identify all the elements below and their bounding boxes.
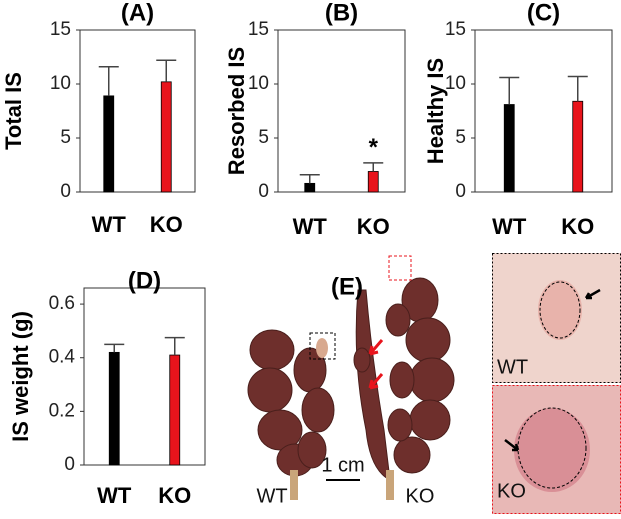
label: WT (497, 356, 528, 378)
y-tick-label: 15 (445, 19, 466, 40)
chart-title: (C) (527, 0, 560, 26)
y-tick-label: 0 (60, 181, 71, 202)
y-tick-label: 0 (258, 181, 269, 202)
x-tick-label: WT (97, 483, 132, 508)
y-tick-label: 0.4 (49, 347, 76, 368)
x-tick-label: WT (293, 214, 328, 239)
bar (572, 100, 584, 193)
x-tick-label: WT (492, 214, 527, 239)
bar (169, 354, 181, 466)
cervix-wt (290, 470, 298, 500)
y-tick-label: 5 (258, 127, 269, 148)
box-ko (388, 255, 412, 281)
box-wt (309, 332, 336, 360)
y-tick-label: 15 (50, 19, 71, 40)
scale-label: 1 cm (321, 454, 364, 476)
bar (108, 351, 120, 466)
bar (160, 81, 172, 193)
uterus-wt (247, 329, 335, 477)
plot-frame (474, 29, 613, 193)
y-tick-label: 10 (248, 73, 269, 94)
arrow (368, 339, 384, 356)
label: WT (256, 485, 287, 507)
arrow (504, 439, 520, 452)
y-axis-label: Resorbed IS (224, 47, 249, 175)
y-tick-label: 0.2 (49, 400, 75, 421)
x-tick-label: KO (158, 483, 191, 508)
bar (304, 182, 316, 193)
plot-frame (83, 287, 206, 466)
chart-title: (A) (121, 0, 154, 26)
chart-title: (B) (325, 0, 358, 26)
x-tick-label: WT (92, 212, 127, 237)
cervix-ko (386, 470, 394, 500)
label: KO (497, 480, 526, 502)
bar (503, 104, 515, 193)
panel-title: (E) (331, 273, 363, 300)
y-tick-label: 0.6 (49, 293, 75, 314)
y-axis-label: Total IS (1, 72, 26, 150)
y-axis-label: IS weight (g) (8, 311, 33, 442)
x-tick-label: KO (150, 212, 183, 237)
bar (367, 171, 379, 193)
plot-frame (79, 29, 196, 193)
bar (103, 95, 115, 193)
inset-ovary (538, 280, 582, 340)
x-tick-label: KO (357, 214, 390, 239)
y-tick-label: 5 (455, 127, 466, 148)
y-tick-label: 0 (455, 181, 466, 202)
y-tick-label: 10 (445, 73, 466, 94)
y-tick-label: 15 (248, 19, 269, 40)
chart-title: (D) (128, 267, 161, 294)
outline (539, 281, 581, 339)
x-tick-label: KO (561, 214, 594, 239)
y-axis-label: Healthy IS (423, 58, 448, 164)
inset-ovary (514, 408, 590, 492)
arrow (584, 288, 601, 300)
y-tick-label: 5 (60, 127, 71, 148)
y-tick-label: 10 (50, 73, 71, 94)
arrow (368, 373, 384, 390)
plot-frame (277, 29, 406, 193)
ovary-wt (316, 338, 328, 358)
y-tick-label: 0 (64, 454, 75, 475)
photo-panel: (E) 1 cm WT KO WT KO (247, 253, 621, 514)
annotation: * (369, 134, 379, 161)
label: KO (406, 485, 435, 507)
